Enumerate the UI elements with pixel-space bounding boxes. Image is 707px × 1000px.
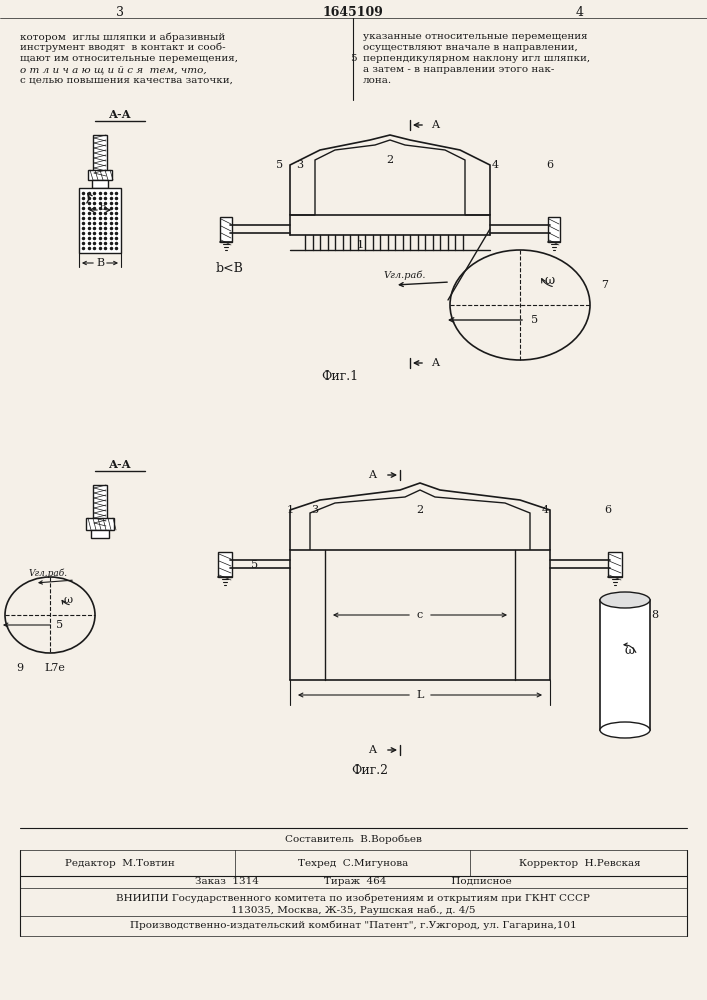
- Text: L7е: L7е: [45, 663, 66, 673]
- Text: Техред  С.Мигунова: Техред С.Мигунова: [298, 858, 408, 867]
- Text: перпендикулярном наклону игл шляпки,: перпендикулярном наклону игл шляпки,: [363, 54, 590, 63]
- Text: 9: 9: [16, 663, 23, 673]
- Text: 1645109: 1645109: [322, 5, 383, 18]
- Bar: [92, 180, 108, 188]
- Text: осуществляют вначале в направлении,: осуществляют вначале в направлении,: [363, 43, 578, 52]
- Text: ВНИИПИ Государственного комитета по изобретениям и открытиям при ГКНТ СССР: ВНИИПИ Государственного комитета по изоб…: [116, 893, 590, 903]
- Text: 1: 1: [286, 505, 293, 515]
- Text: 2: 2: [387, 155, 394, 165]
- Text: 3: 3: [116, 5, 124, 18]
- Text: ω: ω: [64, 595, 73, 605]
- Text: 5: 5: [350, 54, 356, 63]
- Text: Составитель  В.Воробьев: Составитель В.Воробьев: [284, 834, 421, 844]
- Text: котором  иглы шляпки и абразивный: котором иглы шляпки и абразивный: [20, 32, 226, 41]
- Text: 8: 8: [651, 610, 658, 620]
- Text: а затем - в направлении этого нак-: а затем - в направлении этого нак-: [363, 65, 554, 74]
- Text: 5: 5: [532, 315, 539, 325]
- Text: 113035, Москва, Ж-35, Раушская наб., д. 4/5: 113035, Москва, Ж-35, Раушская наб., д. …: [230, 905, 475, 915]
- Text: ω: ω: [625, 644, 635, 656]
- Ellipse shape: [600, 722, 650, 738]
- Text: 6: 6: [604, 505, 612, 515]
- Text: 2: 2: [416, 505, 423, 515]
- Text: 3: 3: [296, 160, 303, 170]
- Bar: [86, 518, 114, 530]
- Text: B: B: [96, 258, 104, 268]
- Bar: [608, 552, 622, 577]
- Text: Корректор  Н.Ревская: Корректор Н.Ревская: [519, 858, 641, 867]
- Text: 7: 7: [602, 280, 609, 290]
- Text: А-А: А-А: [109, 460, 132, 471]
- Text: о т л и ч а ю щ и й с я  тем, что,: о т л и ч а ю щ и й с я тем, что,: [20, 65, 206, 74]
- Text: Vгл.раб.: Vгл.раб.: [384, 270, 426, 280]
- Bar: [93, 485, 107, 523]
- Bar: [218, 552, 232, 577]
- Text: b: b: [100, 204, 106, 213]
- Bar: [93, 135, 107, 175]
- Bar: [79, 188, 121, 253]
- Text: А-А: А-А: [109, 109, 132, 120]
- Text: Редактор  М.Товтин: Редактор М.Товтин: [65, 858, 175, 867]
- Bar: [88, 170, 112, 180]
- Text: Vгл.раб.: Vгл.раб.: [28, 568, 68, 578]
- Bar: [600, 600, 650, 730]
- Text: Производственно-издательский комбинат "Патент", г.Ужгород, ул. Гагарина,101: Производственно-издательский комбинат "П…: [129, 920, 576, 930]
- Text: A: A: [431, 120, 439, 130]
- Text: лона.: лона.: [363, 76, 392, 85]
- Bar: [91, 530, 109, 538]
- Text: Фиг.2: Фиг.2: [351, 764, 389, 776]
- Text: Фиг.1: Фиг.1: [322, 370, 358, 383]
- Text: ω: ω: [545, 273, 555, 286]
- Text: инструмент вводят  в контакт и сооб-: инструмент вводят в контакт и сооб-: [20, 43, 226, 52]
- Text: A: A: [368, 745, 376, 755]
- Text: 3: 3: [312, 505, 319, 515]
- Text: с целью повышения качества заточки,: с целью повышения качества заточки,: [20, 76, 233, 85]
- Text: 4: 4: [576, 5, 584, 18]
- Text: 6: 6: [547, 160, 554, 170]
- Text: 1: 1: [356, 240, 363, 250]
- Text: 5: 5: [252, 560, 259, 570]
- Text: 5: 5: [57, 620, 64, 630]
- Text: A: A: [431, 358, 439, 368]
- Text: указанные относительные перемещения: указанные относительные перемещения: [363, 32, 588, 41]
- Text: щают им относительные перемещения,: щают им относительные перемещения,: [20, 54, 238, 63]
- Text: A: A: [368, 470, 376, 480]
- Ellipse shape: [600, 592, 650, 608]
- Text: Заказ  1314                    Тираж  464                    Подписное: Заказ 1314 Тираж 464 Подписное: [194, 878, 511, 886]
- Bar: [548, 217, 560, 242]
- Text: b<B: b<B: [216, 261, 244, 274]
- Text: c: c: [417, 610, 423, 620]
- Bar: [220, 217, 232, 242]
- Text: 5: 5: [276, 160, 284, 170]
- Text: 4: 4: [491, 160, 498, 170]
- Text: L: L: [416, 690, 423, 700]
- Text: 4: 4: [542, 505, 549, 515]
